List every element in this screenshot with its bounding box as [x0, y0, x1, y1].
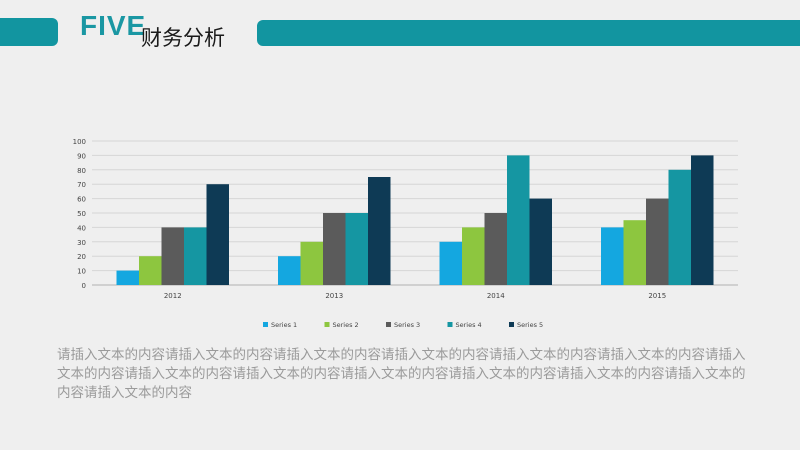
bar-series-1-2014: [439, 241, 462, 285]
legend-swatch-series-3: [386, 322, 391, 327]
bar-series-3-2014: [484, 213, 507, 285]
bar-series-5-2015: [691, 155, 714, 285]
legend-label: Series 4: [456, 321, 482, 329]
bar-series-2-2013: [300, 241, 323, 285]
legend-swatch-series-1: [263, 322, 268, 327]
bar-chart: 0 10 20 30 40 50 60 70 80 90 100 2012 2013 2014 2015 Se…: [73, 138, 738, 329]
y-tick-label: 100: [73, 138, 86, 146]
y-tick-label: 20: [77, 253, 86, 261]
legend-label: Series 3: [394, 321, 420, 329]
bar-series-2-2012: [139, 256, 162, 285]
y-tick-label: 40: [77, 224, 86, 232]
header-right-accent-bar: [257, 20, 800, 46]
bar-series-3-2015: [646, 198, 669, 285]
x-tick-label: 2013: [325, 292, 343, 300]
bar-series-1-2012: [116, 270, 139, 285]
y-tick-label: 0: [82, 282, 86, 290]
header-left-accent-bar: [0, 18, 58, 46]
x-tick-label: 2015: [648, 292, 666, 300]
legend-swatch-series-5: [509, 322, 514, 327]
body-text: 请插入文本的内容请插入文本的内容请插入文本的内容请插入文本的内容请插入文本的内容…: [57, 347, 746, 401]
page-title-en: FIVE: [80, 10, 147, 41]
bar-series-4-2012: [184, 227, 207, 285]
y-tick-label: 60: [77, 196, 86, 204]
y-tick-label: 70: [77, 181, 86, 189]
bar-series-1-2015: [601, 227, 624, 285]
legend-label: Series 2: [333, 321, 359, 329]
bar-series-5-2014: [529, 198, 552, 285]
bar-series-5-2012: [206, 184, 229, 285]
y-tick-label: 50: [77, 210, 86, 218]
bar-series-4-2013: [345, 213, 368, 285]
legend-label: Series 1: [271, 321, 297, 329]
bar-series-2-2015: [623, 220, 646, 285]
x-tick-label: 2012: [164, 292, 182, 300]
bar-series-2-2014: [462, 227, 485, 285]
y-tick-label: 30: [77, 239, 86, 247]
bar-series-4-2015: [668, 169, 691, 285]
y-tick-label: 10: [77, 268, 86, 276]
bar-series-5-2013: [368, 177, 391, 285]
y-tick-label: 80: [77, 167, 86, 175]
bar-series-3-2012: [161, 227, 184, 285]
bar-series-4-2014: [507, 155, 530, 285]
legend-label: Series 5: [517, 321, 543, 329]
bar-series-1-2013: [278, 256, 301, 285]
y-tick-label: 90: [77, 152, 86, 160]
page-title-cn: 财务分析: [141, 26, 225, 50]
bar-series-3-2013: [323, 213, 346, 285]
legend-swatch-series-4: [447, 322, 453, 327]
legend-swatch-series-2: [324, 322, 330, 327]
x-tick-label: 2014: [487, 292, 505, 300]
